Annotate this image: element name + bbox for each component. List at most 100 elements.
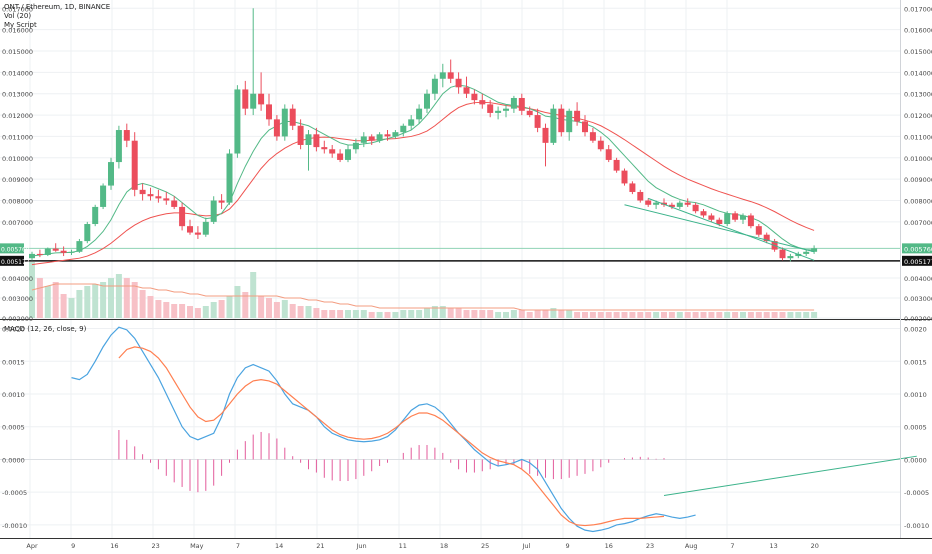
signal-line [118,346,665,527]
volume-bar [424,308,430,318]
volume-bar [92,284,99,318]
volume-bar [36,278,43,318]
volume-bar [716,312,723,318]
volume-bar [345,310,351,318]
volume-bar [771,312,778,318]
candle-body [100,185,107,207]
candle-body [123,130,130,141]
volume-bar [100,282,107,318]
volume-bar [455,308,462,318]
last-price-tag: 0.005760 [1,246,30,253]
x-tick-label: 9 [566,542,570,550]
volume-bar [676,312,683,318]
volume-bar [668,312,675,318]
volume-bar [526,312,533,318]
candle-body [266,104,272,120]
candle-body [589,132,596,141]
legend-symbol[interactable]: ONT / Ethereum, 1D, BINANCE [4,3,111,11]
price-tick-label: 0.009000 [904,176,932,184]
legend-macd[interactable]: MACD (12, 26, close, 9) [4,325,87,333]
macd-tick-label: 0.0000 [904,456,927,464]
volume-bar [400,310,407,318]
macd-legend: MACD (12, 26, close, 9) [4,325,86,334]
candle-body [179,206,186,227]
price-pane [0,8,900,266]
volume-bar [305,306,312,318]
volume-bar [692,312,699,318]
volume-bar [60,294,67,318]
legend-script[interactable]: My Script [4,21,37,29]
candle-body [613,159,620,171]
price-tick-label: 0.015000 [2,48,33,56]
candle-body [92,206,99,225]
volume-bar [321,310,328,318]
macd-tick-label: 0.0000 [2,456,25,464]
candle-body [376,134,383,141]
x-tick-label: 7 [236,542,240,550]
volume-bar [360,310,367,318]
candle-body [582,121,588,133]
volume-bar [803,312,810,318]
candle-body [439,72,446,79]
price-tick-label: 0.008000 [2,198,33,206]
candle-body [384,134,391,137]
price-tick-label: 0.007000 [904,219,932,227]
x-tick-label: 23 [646,542,654,550]
candle-body [495,110,502,113]
last-price-tag-bg [902,243,932,254]
candle-body [52,248,59,251]
volume-bar [337,310,344,318]
volume-bar [755,312,762,318]
volume-bar [352,310,359,318]
candle-body [368,136,375,141]
last-price-tag: 0.005760 [904,245,932,253]
x-tick-label: 20 [811,542,819,550]
legend: ONT / Ethereum, 1D, BINANCE Vol (20) My … [4,3,110,30]
last-price-tag-bg [0,243,24,254]
candle-body [740,215,746,220]
price-tick-label: 0.013000 [904,91,932,99]
candle-body [250,93,257,109]
volume-bar [52,282,59,318]
candle-body [534,115,541,128]
x-tick-label: Aug [685,542,698,550]
price-tick-label: 0.017000 [904,5,932,13]
candle-body [68,251,75,253]
support-tag: 0.005177 [904,258,932,266]
price-tick-label: 0.010000 [2,155,33,163]
volume-bar [313,308,320,318]
candle-body [716,219,723,225]
volume-bar [661,312,667,318]
candle-body [44,248,51,255]
candle-body [313,134,320,148]
volume-bar [510,310,517,318]
legend-volume[interactable]: Vol (20) [4,12,32,20]
x-tick-label: 21 [316,542,324,550]
volume-bar [558,310,565,318]
volume-bar [566,310,573,318]
x-tick-label: 7 [730,542,734,550]
candle-body [400,125,407,133]
volume-bar [629,312,636,318]
candle-body [708,215,715,220]
volume-bar [653,312,660,318]
macd-tick-label: 0.0005 [904,424,927,432]
volume-bar [495,312,502,318]
volume-bar [194,308,201,318]
candle-body [202,221,209,235]
volume-bar [779,312,786,318]
trendline [624,204,815,253]
candle-body [352,142,359,150]
candle-body [392,132,399,137]
support-tag-bg [902,255,932,266]
price-tick-label: 0.014000 [2,69,33,77]
volume-bar [708,312,715,318]
candle-body [732,213,739,220]
candle-body [171,200,178,207]
candle-body [700,211,707,216]
candle-body [139,189,146,195]
volume-bar [139,290,146,318]
candle-body [345,149,351,160]
